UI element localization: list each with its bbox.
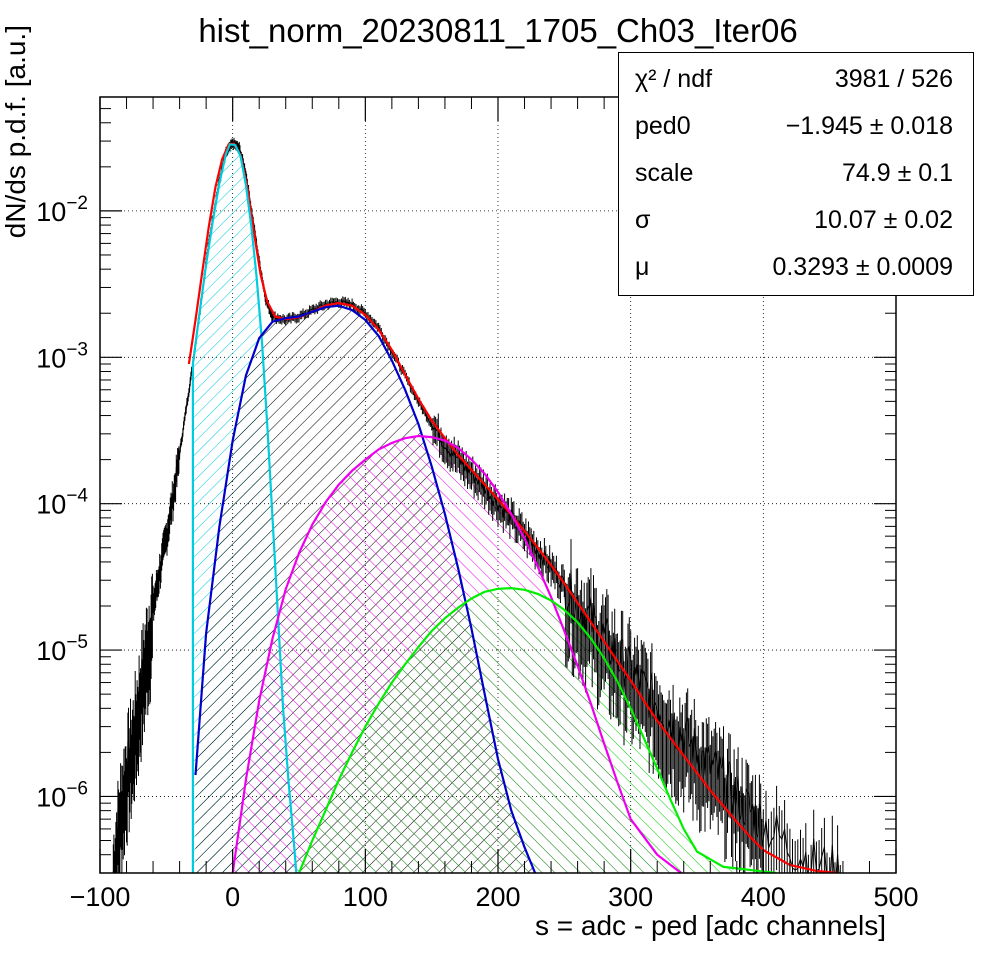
y-axis-label: dN/ds p.d.f. [a.u.] — [0, 25, 31, 239]
y-tick-label: 10−4 — [36, 486, 88, 520]
fit-curves — [187, 142, 837, 873]
three-pe-curve — [297, 586, 777, 873]
y-tick-label: 10−6 — [36, 778, 88, 812]
y-tick-label: 10−5 — [36, 632, 88, 666]
x-tick-label: 200 — [475, 882, 520, 912]
three-pe-fill — [299, 588, 777, 873]
stat-name: μ — [635, 253, 650, 281]
stat-value: 0.3293 ± 0.0009 — [772, 253, 953, 281]
pedestal-curve — [191, 143, 298, 873]
fit-statistics-box: χ² / ndf 3981 / 526 ped0 −1.945 ± 0.018 scal… — [618, 52, 974, 296]
stat-value: 74.9 ± 0.1 — [841, 159, 953, 187]
stat-value: 3981 / 526 — [834, 65, 953, 93]
stat-name: ped0 — [635, 112, 691, 140]
one-pe-curve — [194, 304, 537, 873]
stat-row: ped0 −1.945 ± 0.018 — [619, 106, 973, 152]
y-axis: 10−6 10−5 10−4 10−3 10−2 — [36, 108, 896, 856]
x-tick-label: 400 — [741, 882, 786, 912]
stat-row: μ 0.3293 ± 0.0009 — [619, 247, 973, 293]
stat-name: scale — [635, 159, 694, 187]
x-tick-label: 100 — [343, 882, 388, 912]
x-tick-label: 300 — [608, 882, 653, 912]
y-tick-label: 10−2 — [36, 193, 88, 227]
stat-row: χ² / ndf 3981 / 526 — [619, 59, 973, 105]
x-tick-label: −100 — [70, 882, 131, 912]
stat-row: σ 10.07 ± 0.02 — [619, 200, 973, 246]
stat-name: χ² / ndf — [635, 65, 713, 93]
chart-title: hist_norm_20230811_1705_Ch03_Iter06 — [198, 12, 798, 49]
two-pe-curve — [231, 434, 682, 873]
x-axis-label: s = adc - ped [adc channels] — [535, 910, 886, 941]
x-tick-label: 0 — [225, 882, 240, 912]
stat-value: −1.945 ± 0.018 — [785, 112, 953, 140]
y-tick-label: 10−3 — [36, 339, 88, 373]
component-fills — [192, 144, 777, 873]
stat-value: 10.07 ± 0.02 — [814, 206, 953, 234]
stat-row: scale 74.9 ± 0.1 — [619, 153, 973, 199]
x-tick-label: 500 — [873, 882, 918, 912]
stat-name: σ — [635, 206, 651, 234]
